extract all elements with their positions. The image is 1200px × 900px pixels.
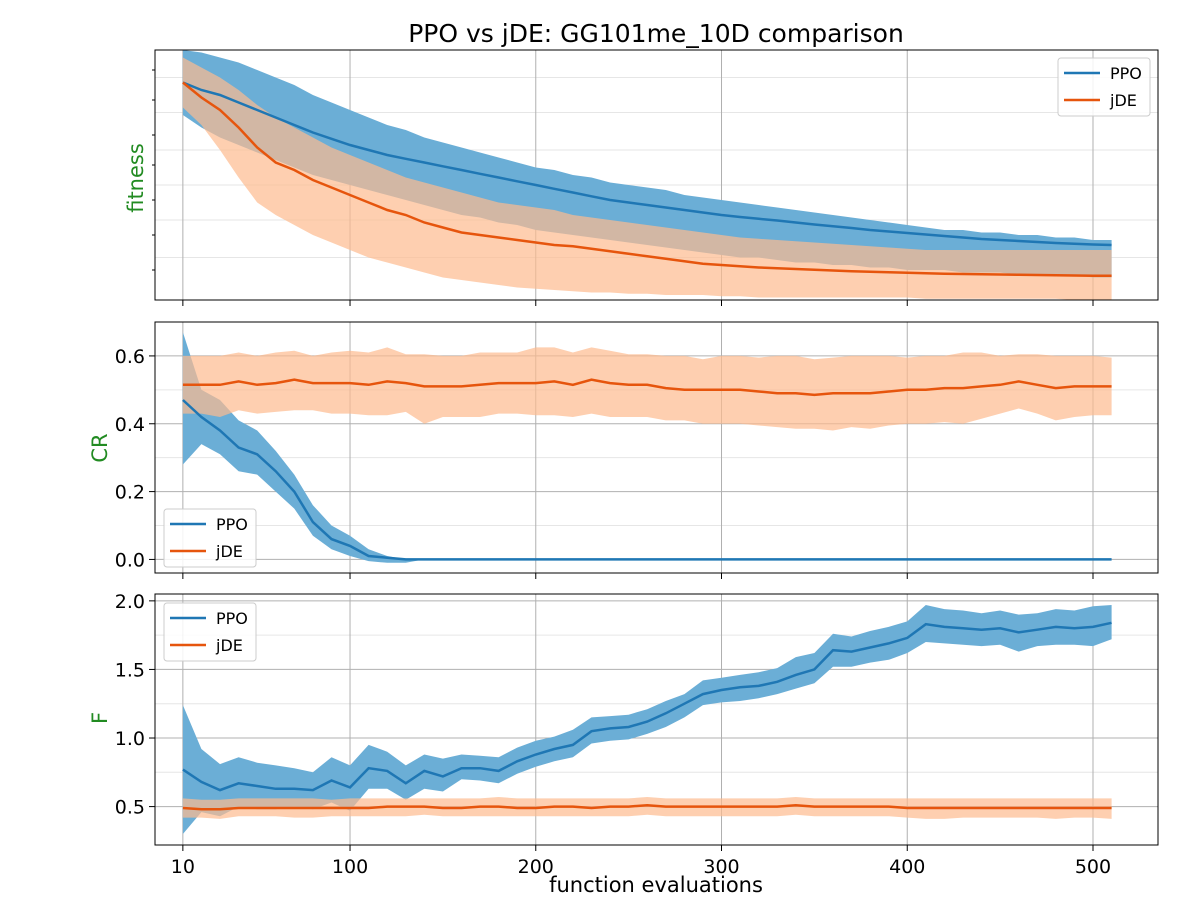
fitness-axis-label: fitness — [124, 143, 148, 213]
y-tick-label: 1.5 — [115, 659, 145, 681]
legend-label-ppo: PPO — [216, 515, 248, 534]
panel-frame — [154, 321, 1159, 574]
legend: PPO jDE — [163, 602, 257, 662]
legend: PPO jDE — [1057, 57, 1151, 117]
legend-label-jde: jDE — [215, 542, 243, 561]
panel-frame — [154, 49, 1159, 301]
jde-line — [182, 803, 1112, 811]
x-axis-label: function evaluations — [549, 873, 763, 897]
y-tick-label: 0.0 — [115, 549, 145, 571]
f-panel: 10 100 200 300 400 500 0.5 1.0 1.5 2.0 PPO jDE — [115, 591, 1159, 878]
y-tick-label: 1.0 — [115, 728, 145, 750]
plot-area — [182, 50, 1112, 300]
x-tick-label: 200 — [518, 856, 554, 878]
y-tick-label: 0.5 — [115, 797, 145, 819]
cr-axis-label: CR — [88, 433, 112, 462]
fitness-panel: PPO jDE — [152, 49, 1159, 306]
chart-title: PPO vs jDE: GG101me_10D comparison — [408, 19, 904, 48]
ppo-line — [182, 81, 1112, 247]
legend-label-ppo: PPO — [1110, 64, 1142, 83]
plot-area — [182, 605, 1112, 834]
panel-frame — [154, 593, 1159, 846]
jde-band — [182, 797, 1112, 819]
x-tick-label: 300 — [703, 856, 739, 878]
x-tick-label: 10 — [171, 856, 195, 878]
x-tick-label: 400 — [889, 856, 925, 878]
legend-label-ppo: PPO — [216, 609, 248, 628]
jde-band — [182, 57, 1112, 300]
jde-line — [182, 81, 1112, 278]
x-tick-label: 100 — [332, 856, 368, 878]
y-tick-label: 0.4 — [115, 414, 145, 436]
cr-panel: 0.0 0.2 0.4 0.6 PPO jDE — [115, 321, 1159, 579]
f-axis-label: F — [88, 712, 112, 724]
y-tick-label: 0.6 — [115, 346, 145, 368]
jde-band — [182, 347, 1112, 431]
legend-label-jde: jDE — [215, 636, 243, 655]
ppo-line — [182, 621, 1112, 792]
y-tick-label: 2.0 — [115, 591, 145, 613]
x-tick-label: 500 — [1075, 856, 1111, 878]
legend-label-jde: jDE — [1109, 91, 1137, 110]
y-tick-label: 0.2 — [115, 482, 145, 504]
ppo-line — [182, 399, 1112, 561]
legend: PPO jDE — [163, 508, 257, 568]
plot-area — [182, 332, 1112, 563]
jde-line — [182, 378, 1112, 397]
